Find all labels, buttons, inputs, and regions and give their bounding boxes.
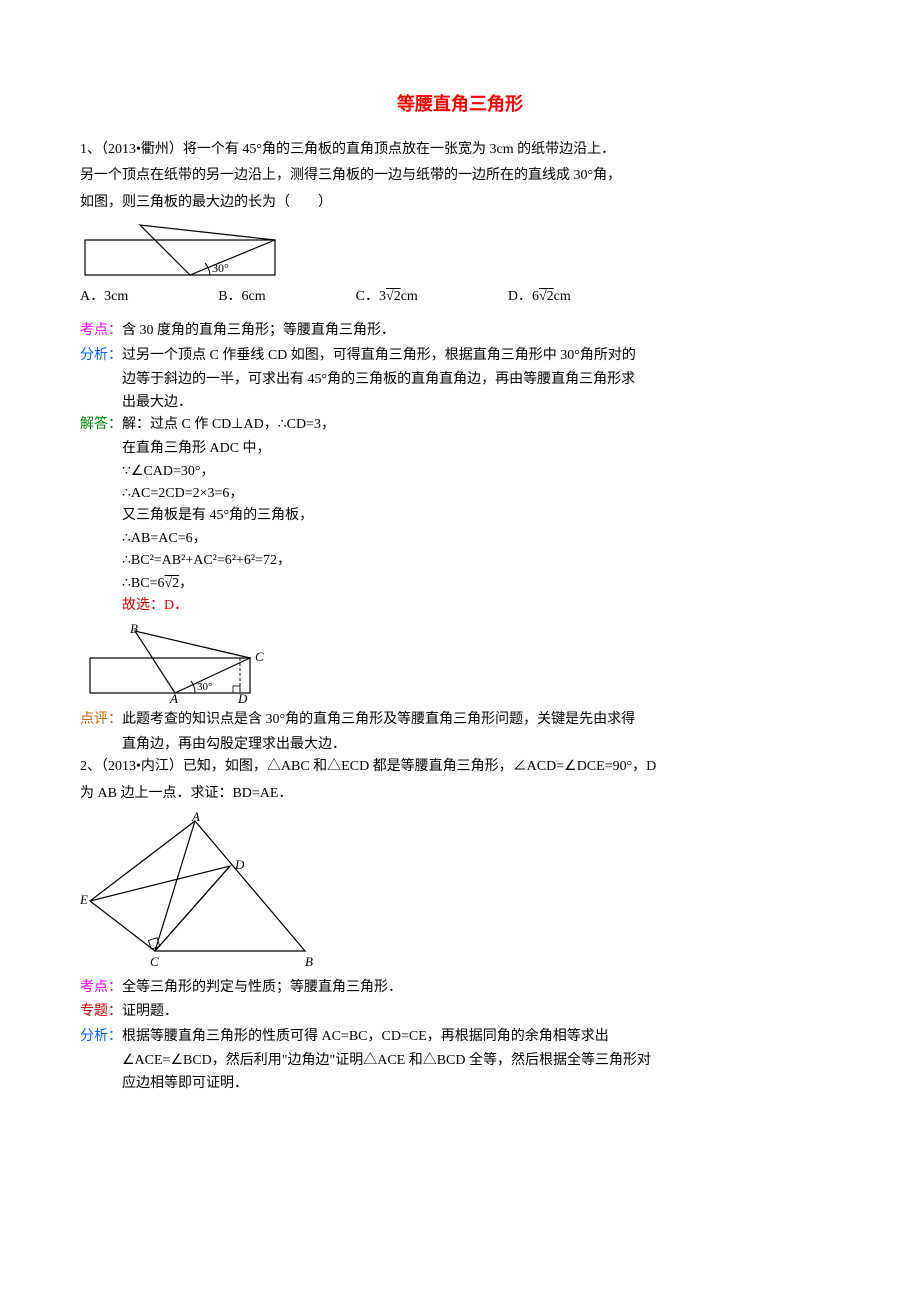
fenxi-label: 分析：	[80, 345, 122, 367]
problem1-options-row: A．3cm B．6cm C．3√2cm D．6√2cm	[80, 286, 840, 308]
jieda-l7: ∴BC²=AB²+AC²=6²+6²=72，	[122, 550, 840, 572]
problem2-kaodian: 考点： 全等三角形的判定与性质；等腰直角三角形．	[80, 977, 840, 999]
problem2-fenxi: 分析： 根据等腰直角三角形的性质可得 AC=BC，CD=CE，再根据同角的余角相…	[80, 1026, 840, 1048]
jieda-l3: ∵∠CAD=30°，	[122, 461, 840, 483]
problem1-stem-line1: 1、（2013•衢州）将一个有 45°角的三角板的直角顶点放在一张宽为 3cm …	[80, 139, 840, 161]
zhuanti-text: 证明题．	[122, 1001, 840, 1023]
fenxi2-l2: ∠ACE=∠BCD，然后利用"边角边"证明△ACE 和△BCD 全等，然后根据全…	[122, 1050, 840, 1072]
kaodian-label: 考点：	[80, 320, 122, 342]
label-angle30: 30°	[197, 681, 212, 693]
label-C: C	[255, 649, 264, 664]
page-title: 等腰直角三角形	[80, 90, 840, 119]
option-d: D．6√2cm	[508, 286, 571, 308]
label-D: D	[237, 691, 248, 703]
kaodian-label2: 考点：	[80, 977, 122, 999]
dianping-label: 点评：	[80, 709, 122, 731]
zhuanti-label: 专题：	[80, 1001, 122, 1023]
jieda-l1: 解：过点 C 作 CD⊥AD，∴CD=3，	[122, 414, 840, 436]
jieda-l6: ∴AB=AC=6，	[122, 528, 840, 550]
two-triangles-figure: A D E C B	[80, 811, 330, 971]
fenxi-line3: 出最大边．	[122, 392, 840, 414]
jieda-select: 故选：D．	[122, 595, 840, 617]
kaodian-text: 含 30 度角的直角三角形；等腰直角三角形．	[122, 320, 840, 342]
problem1-figure1: 30°	[80, 220, 840, 280]
problem1-dianping: 点评： 此题考查的知识点是含 30°角的直角三角形及等腰直角三角形问题，关键是先…	[80, 709, 840, 731]
problem2-stem-l2: 为 AB 边上一点．求证：BD=AE．	[80, 783, 840, 805]
label-A2: A	[191, 811, 200, 824]
label-D2: D	[234, 857, 245, 872]
fenxi-label2: 分析：	[80, 1026, 122, 1048]
jieda-l4: ∴AC=2CD=2×3=6，	[122, 483, 840, 505]
fenxi-line2: 边等于斜边的一半，可求出有 45°角的三角板的直角直角边，再由等腰直角三角形求	[122, 369, 840, 391]
problem1-stem-line2: 另一个顶点在纸带的另一边沿上，测得三角板的一边与纸带的一边所在的直线成 30°角…	[80, 165, 840, 187]
problem1-kaodian: 考点： 含 30 度角的直角三角形；等腰直角三角形．	[80, 320, 840, 342]
label-A: A	[169, 691, 178, 703]
label-B2: B	[305, 954, 313, 969]
jieda-label: 解答：	[80, 414, 122, 436]
fenxi2-l3: 应边相等即可证明．	[122, 1073, 840, 1095]
label-E2: E	[80, 892, 88, 907]
label-C2: C	[150, 954, 159, 969]
jieda-l8: ∴BC=6√2，	[122, 573, 840, 595]
problem2-zhuanti: 专题： 证明题．	[80, 1001, 840, 1023]
label-B: B	[130, 623, 138, 636]
triangle-labeled-figure: B C A D 30°	[80, 623, 280, 703]
fenxi-line1: 过另一个顶点 C 作垂线 CD 如图，可得直角三角形，根据直角三角形中 30°角…	[122, 345, 840, 367]
fenxi2-l1: 根据等腰直角三角形的性质可得 AC=BC，CD=CE，再根据同角的余角相等求出	[122, 1026, 840, 1048]
option-c: C．3√2cm	[356, 286, 418, 308]
problem1-jieda: 解答： 解：过点 C 作 CD⊥AD，∴CD=3，	[80, 414, 840, 436]
problem1-stem-line3: 如图，则三角板的最大边的长为（ ）	[80, 192, 840, 214]
kaodian-text2: 全等三角形的判定与性质；等腰直角三角形．	[122, 977, 840, 999]
problem1-fenxi: 分析： 过另一个顶点 C 作垂线 CD 如图，可得直角三角形，根据直角三角形中 …	[80, 345, 840, 367]
problem2-stem-l1: 2、（2013•内江）已知，如图，△ABC 和△ECD 都是等腰直角三角形，∠A…	[80, 756, 840, 778]
problem1-figure2: B C A D 30°	[80, 623, 840, 703]
jieda-l5: 又三角板是有 45°角的三角板，	[122, 505, 840, 527]
dianping-l1: 此题考查的知识点是含 30°角的直角三角形及等腰直角三角形问题，关键是先由求得	[122, 709, 840, 731]
problem2-figure: A D E C B	[80, 811, 840, 971]
option-b: B．6cm	[218, 286, 265, 308]
jieda-l2: 在直角三角形 ADC 中，	[122, 438, 840, 460]
triangle-on-strip-figure: 30°	[80, 220, 290, 280]
option-a: A．3cm	[80, 286, 128, 308]
angle-30-label: 30°	[212, 261, 229, 275]
dianping-l2: 直角边，再由勾股定理求出最大边．	[122, 734, 840, 756]
